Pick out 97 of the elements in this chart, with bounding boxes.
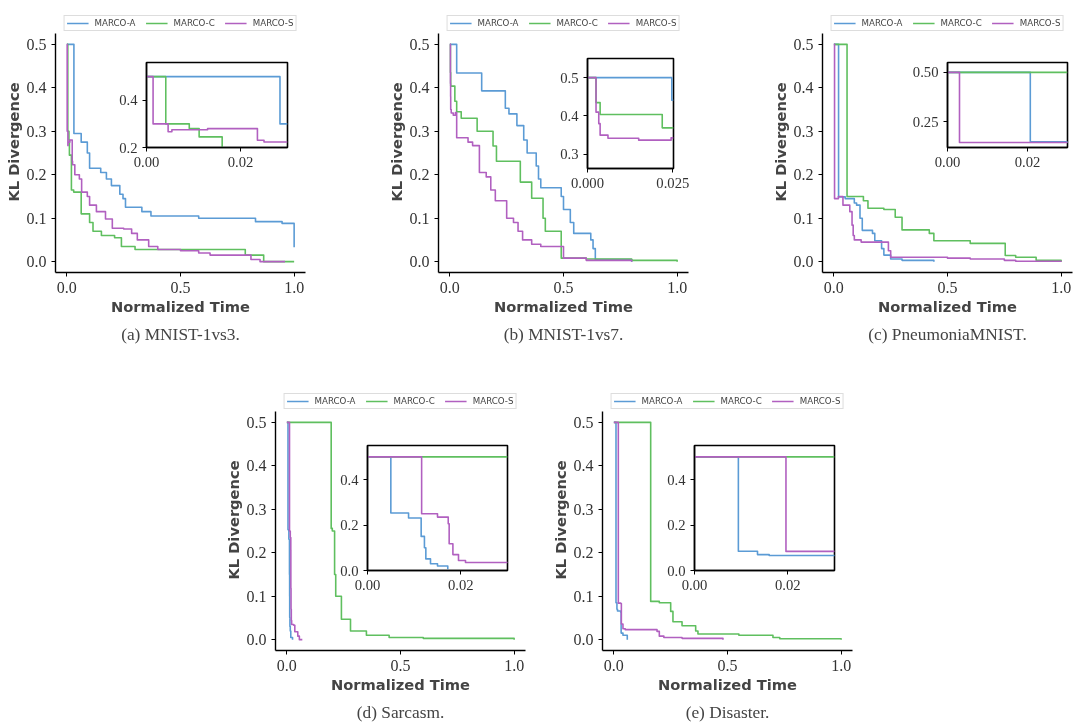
y-tick-label: 0.3	[560, 146, 579, 163]
y-tick-label: 0.4	[573, 457, 594, 475]
x-tick-label: 0.02	[1014, 153, 1041, 170]
text: (c) PneumoniaMNIST.	[868, 324, 1027, 344]
y-tick-label: 0.0	[573, 631, 594, 649]
y-tick-label: 0.1	[246, 587, 267, 605]
y-tick-label: 0.4	[340, 471, 360, 488]
legend-label: MARCO-C	[173, 18, 215, 28]
x-tick-label: 0.000	[571, 174, 604, 191]
y-tick-label: 0.2	[246, 544, 267, 562]
y-tick-label: 0.50	[912, 64, 939, 81]
y-axis-title: KL Divergence	[387, 82, 405, 202]
x-tick-label: 0.5	[717, 656, 738, 674]
y-tick-label: 0.25	[912, 113, 939, 130]
y-tick-label: 0.5	[560, 69, 579, 86]
y-tick-label: 0.3	[793, 122, 814, 140]
x-tick-label: 1.0	[284, 278, 305, 296]
x-tick-label: 0.02	[448, 576, 474, 593]
x-tick-label: 1.0	[504, 656, 525, 674]
text: (e) Disaster.	[685, 702, 770, 722]
y-axis-title: KL Divergence	[551, 460, 569, 580]
legend-label: MARCO-C	[393, 396, 435, 406]
y-tick-label: 0.4	[26, 79, 47, 97]
y-tick-label: 0.2	[793, 166, 814, 184]
legend-label: MARCO-S	[1019, 18, 1061, 28]
y-tick-label: 0.5	[409, 35, 430, 53]
legend-label: MARCO-C	[940, 18, 982, 28]
y-tick-label: 0.4	[409, 79, 430, 97]
x-tick-label: 0.00	[934, 153, 961, 170]
x-tick-label: 0.00	[681, 576, 708, 593]
y-tick-label: 0.3	[246, 500, 267, 518]
y-axis-title: KL Divergence	[4, 82, 22, 202]
y-tick-label: 0.5	[26, 35, 47, 53]
y-tick-label: 0.2	[119, 139, 138, 156]
y-tick-label: 0.3	[26, 122, 47, 140]
y-axis-title: KL Divergence	[771, 82, 789, 202]
y-tick-label: 0.3	[573, 500, 594, 518]
y-tick-label: 0.2	[573, 544, 594, 562]
x-axis-title: Normalized Time	[493, 297, 634, 315]
legend-label: MARCO-A	[861, 18, 903, 28]
x-axis-title: Normalized Time	[657, 675, 798, 693]
x-axis-title: Normalized Time	[330, 675, 471, 693]
x-tick-label: 0.0	[276, 656, 297, 674]
legend-label: MARCO-S	[252, 18, 294, 28]
y-tick-label: 0.2	[667, 517, 686, 534]
y-tick-label: 0.0	[667, 562, 686, 579]
legend-label: MARCO-A	[477, 18, 519, 28]
x-tick-label: 0.02	[227, 153, 254, 170]
legend-label: MARCO-A	[94, 18, 136, 28]
y-tick-label: 0.5	[246, 413, 267, 431]
y-tick-label: 0.4	[119, 92, 139, 109]
x-axis-title: Normalized Time	[110, 297, 251, 315]
x-tick-label: 0.0	[823, 278, 844, 296]
x-tick-label: 0.025	[656, 174, 690, 191]
y-tick-label: 0.2	[26, 166, 47, 184]
x-tick-label: 0.0	[439, 278, 460, 296]
x-tick-label: 0.5	[937, 278, 958, 296]
text: (a) MNIST-1vs3.	[121, 324, 240, 344]
text: (d) Sarcasm.	[356, 702, 445, 722]
x-tick-label: 1.0	[1051, 278, 1072, 296]
x-tick-label: 0.5	[170, 278, 191, 296]
y-tick-label: 0.4	[793, 79, 814, 97]
x-tick-label: 1.0	[831, 656, 852, 674]
y-tick-label: 0.1	[409, 209, 430, 227]
legend-label: MARCO-A	[314, 396, 356, 406]
y-tick-label: 0.0	[246, 631, 267, 649]
x-tick-label: 0.0	[56, 278, 77, 296]
y-tick-label: 0.4	[246, 457, 267, 475]
legend-label: MARCO-A	[641, 396, 683, 406]
legend-label: MARCO-C	[556, 18, 598, 28]
legend-label: MARCO-S	[472, 396, 514, 406]
x-tick-label: 0.02	[775, 576, 801, 593]
y-tick-label: 0.2	[340, 517, 359, 534]
y-tick-label: 0.5	[793, 35, 814, 53]
legend-label: MARCO-S	[799, 396, 841, 406]
y-tick-label: 0.1	[793, 209, 814, 227]
y-tick-label: 0.1	[573, 587, 594, 605]
y-tick-label: 0.0	[26, 253, 47, 271]
y-tick-label: 0.5	[573, 413, 594, 431]
x-tick-label: 0.00	[354, 576, 381, 593]
x-tick-label: 0.5	[390, 656, 411, 674]
text: (b) MNIST-1vs7.	[503, 324, 624, 344]
y-tick-label: 0.0	[793, 253, 814, 271]
x-tick-label: 0.00	[133, 153, 160, 170]
y-tick-label: 0.0	[409, 253, 430, 271]
x-tick-label: 0.0	[603, 656, 624, 674]
legend-label: MARCO-S	[635, 18, 677, 28]
y-tick-label: 0.1	[26, 209, 47, 227]
y-tick-label: 0.4	[560, 107, 580, 124]
x-tick-label: 1.0	[667, 278, 688, 296]
legend-label: MARCO-C	[720, 396, 762, 406]
y-tick-label: 0.2	[409, 166, 430, 184]
x-axis-title: Normalized Time	[877, 297, 1018, 315]
y-axis-title: KL Divergence	[224, 460, 242, 580]
y-tick-label: 0.3	[409, 122, 430, 140]
y-tick-label: 0.0	[340, 562, 359, 579]
y-tick-label: 0.4	[667, 471, 687, 488]
